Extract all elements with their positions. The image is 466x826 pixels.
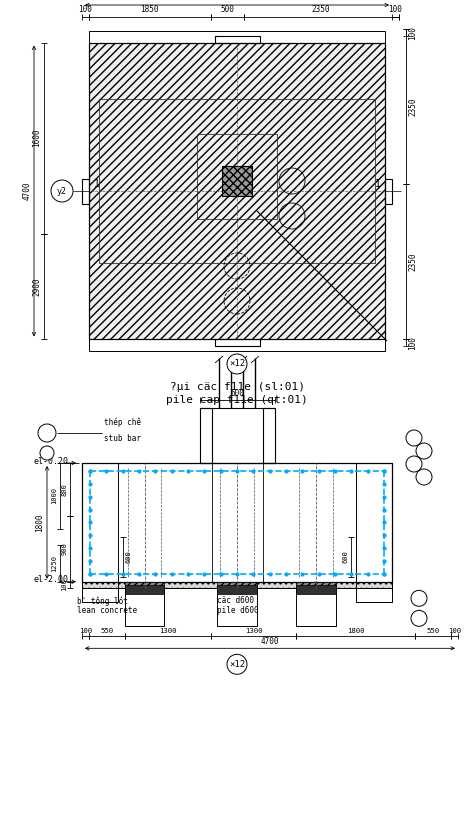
Bar bbox=[99, 99, 376, 263]
Bar bbox=[89, 339, 385, 351]
Bar bbox=[296, 582, 336, 588]
Text: pile d600: pile d600 bbox=[217, 606, 259, 615]
Text: ×12: ×12 bbox=[229, 660, 245, 669]
Text: ×12: ×12 bbox=[229, 359, 245, 368]
Text: 1000: 1000 bbox=[52, 487, 57, 505]
Text: 2350: 2350 bbox=[409, 97, 418, 116]
Text: el-0.20: el-0.20 bbox=[34, 457, 69, 466]
Bar bbox=[262, 408, 274, 463]
Text: 900: 900 bbox=[62, 543, 68, 555]
Bar bbox=[82, 178, 89, 203]
Text: 600: 600 bbox=[342, 551, 348, 563]
Bar bbox=[214, 339, 260, 346]
Text: 2350: 2350 bbox=[409, 253, 418, 271]
Text: 600: 600 bbox=[230, 388, 244, 397]
Text: 100: 100 bbox=[448, 628, 461, 634]
Text: 550: 550 bbox=[427, 628, 440, 634]
Text: y2: y2 bbox=[57, 187, 67, 196]
Bar bbox=[82, 463, 392, 582]
Bar bbox=[89, 43, 385, 339]
Text: 550: 550 bbox=[100, 628, 113, 634]
Bar bbox=[214, 36, 260, 43]
Text: 1600: 1600 bbox=[33, 129, 41, 148]
Bar bbox=[356, 582, 392, 601]
Text: lean concrete: lean concrete bbox=[77, 606, 137, 615]
Bar bbox=[82, 582, 118, 601]
Text: 100: 100 bbox=[409, 26, 418, 40]
Text: thép chê: thép chê bbox=[104, 417, 141, 427]
Text: pile cap f11e (qt:01): pile cap f11e (qt:01) bbox=[166, 395, 308, 405]
Bar bbox=[197, 134, 277, 219]
Text: 100: 100 bbox=[62, 579, 68, 591]
Circle shape bbox=[227, 654, 247, 674]
Text: stub bar: stub bar bbox=[104, 434, 141, 443]
Text: 1300: 1300 bbox=[245, 628, 262, 634]
Text: 2350: 2350 bbox=[312, 6, 330, 15]
Text: cäc d600: cäc d600 bbox=[217, 596, 254, 605]
Text: 500: 500 bbox=[220, 6, 234, 15]
Text: 1300: 1300 bbox=[159, 628, 177, 634]
Bar bbox=[217, 582, 257, 588]
Circle shape bbox=[406, 456, 422, 472]
Circle shape bbox=[406, 430, 422, 446]
Bar bbox=[82, 582, 392, 588]
Bar bbox=[82, 463, 118, 582]
Bar bbox=[296, 588, 336, 626]
Bar bbox=[82, 582, 392, 588]
Text: 100: 100 bbox=[79, 628, 92, 634]
Circle shape bbox=[416, 469, 432, 485]
Text: ?µi cäc f11e (sl:01): ?µi cäc f11e (sl:01) bbox=[170, 382, 304, 392]
Bar bbox=[217, 586, 257, 595]
Text: 1: 1 bbox=[94, 179, 100, 189]
Text: 1: 1 bbox=[375, 179, 380, 189]
Bar bbox=[296, 586, 336, 595]
Text: el-2.00: el-2.00 bbox=[34, 575, 69, 584]
Text: b' tông lót: b' tông lót bbox=[77, 596, 128, 605]
Bar bbox=[385, 178, 392, 203]
Text: 1800: 1800 bbox=[35, 513, 44, 532]
Text: 1800: 1800 bbox=[347, 628, 364, 634]
Bar bbox=[125, 582, 164, 588]
Circle shape bbox=[40, 446, 54, 460]
Circle shape bbox=[38, 424, 56, 442]
Bar bbox=[89, 43, 385, 339]
Text: 600: 600 bbox=[126, 551, 132, 563]
Bar bbox=[199, 408, 212, 463]
Text: 100: 100 bbox=[78, 6, 92, 15]
Text: 4700: 4700 bbox=[227, 0, 247, 2]
Bar bbox=[222, 166, 252, 196]
Text: 800: 800 bbox=[62, 483, 68, 496]
Text: 4700: 4700 bbox=[261, 637, 279, 646]
Text: 2900: 2900 bbox=[33, 278, 41, 296]
Bar bbox=[217, 588, 257, 626]
Circle shape bbox=[411, 591, 427, 606]
Text: 4700: 4700 bbox=[22, 182, 32, 200]
Bar bbox=[89, 31, 385, 43]
Circle shape bbox=[411, 610, 427, 626]
Text: 1250: 1250 bbox=[52, 555, 57, 572]
Circle shape bbox=[51, 180, 73, 202]
Circle shape bbox=[227, 354, 247, 374]
Bar bbox=[125, 586, 164, 595]
Text: 100: 100 bbox=[409, 335, 418, 349]
Circle shape bbox=[416, 443, 432, 459]
Bar bbox=[125, 588, 164, 626]
Text: 100: 100 bbox=[388, 6, 402, 15]
Text: 1850: 1850 bbox=[140, 6, 159, 15]
Bar bbox=[356, 463, 392, 582]
